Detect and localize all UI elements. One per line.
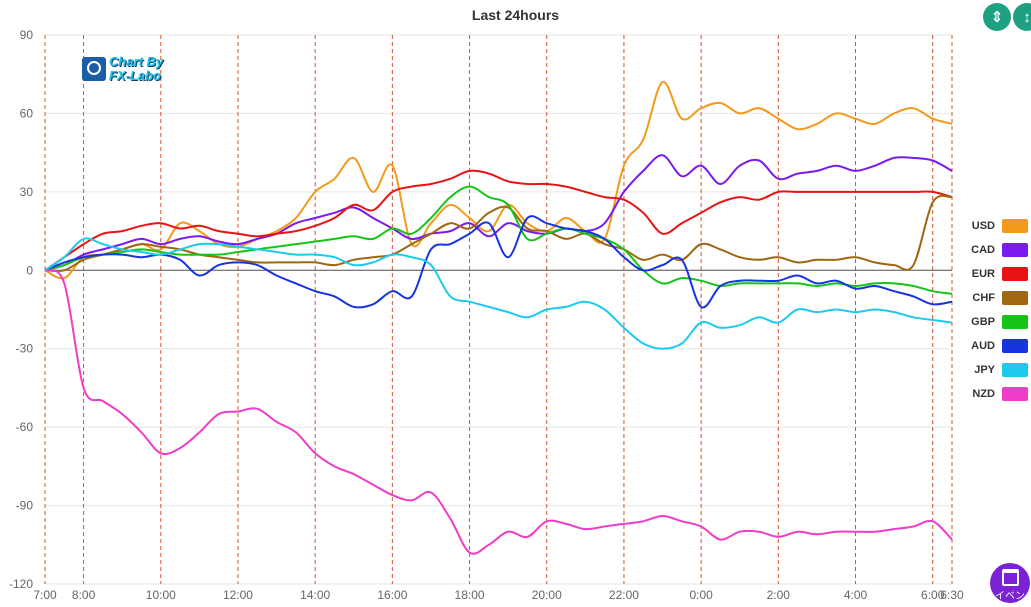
legend-label: USD	[971, 220, 995, 232]
legend-label: GBP	[971, 316, 995, 328]
chart-logo-icon	[82, 57, 106, 81]
legend-item-aud[interactable]: AUD	[962, 334, 1028, 358]
series-line-aud	[44, 215, 953, 309]
x-tick-label: 12:00	[223, 588, 253, 602]
chart-title: Last 24hours	[471, 7, 560, 23]
legend-swatch	[1002, 243, 1028, 257]
x-tick-label: 8:00	[72, 588, 96, 602]
logo-line-2: FX-Labo	[109, 68, 161, 83]
event-button[interactable]: イベン	[990, 563, 1030, 603]
x-tick-label: 20:00	[532, 588, 562, 602]
y-tick-label: -60	[16, 420, 34, 434]
y-tick-label: 60	[20, 106, 34, 120]
chart-legend: USD CAD EUR CHF GBP AUD JPY NZD	[962, 214, 1028, 406]
x-tick-label: 0:00	[689, 588, 713, 602]
expand-vertical-icon: ↕	[1023, 8, 1031, 26]
legend-label: CHF	[972, 292, 995, 304]
series-line-usd	[44, 81, 953, 280]
legend-swatch	[1002, 267, 1028, 281]
event-button-label: イベン	[995, 591, 1025, 602]
legend-item-jpy[interactable]: JPY	[962, 358, 1028, 382]
x-tick-label: 16:00	[377, 588, 407, 602]
x-tick-label: 22:00	[609, 588, 639, 602]
legend-swatch	[1002, 387, 1028, 401]
y-tick-label: 30	[20, 185, 34, 199]
series-line-eur	[44, 169, 953, 272]
legend-swatch	[1002, 219, 1028, 233]
legend-label: CAD	[971, 244, 995, 256]
collapse-button[interactable]: ⇕	[983, 3, 1011, 31]
legend-item-eur[interactable]: EUR	[962, 262, 1028, 286]
y-tick-label: -30	[16, 342, 34, 356]
legend-item-nzd[interactable]: NZD	[962, 382, 1028, 406]
x-tick-label: 14:00	[300, 588, 330, 602]
series-line-nzd	[44, 269, 953, 555]
x-tick-label: 6:30	[940, 588, 964, 602]
legend-label: EUR	[971, 268, 995, 280]
legend-item-chf[interactable]: CHF	[962, 286, 1028, 310]
x-tick-label: 6:00	[921, 588, 945, 602]
expand-button[interactable]: ↕	[1013, 3, 1031, 31]
series-line-gbp	[44, 185, 953, 295]
logo-line-1: Chart By	[109, 54, 164, 69]
y-tick-label: 0	[26, 263, 33, 277]
legend-swatch	[1002, 315, 1028, 329]
x-tick-label: 2:00	[767, 588, 791, 602]
series-line-jpy	[44, 237, 953, 350]
collapse-vertical-icon: ⇕	[990, 9, 1004, 26]
calendar-icon	[1001, 569, 1019, 586]
series-line-cad	[44, 154, 953, 272]
x-tick-label: 4:00	[844, 588, 868, 602]
legend-item-usd[interactable]: USD	[962, 214, 1028, 238]
y-tick-label: -90	[16, 499, 34, 513]
y-tick-label: 90	[20, 28, 34, 42]
legend-label: JPY	[974, 364, 995, 376]
legend-swatch	[1002, 291, 1028, 305]
legend-label: AUD	[971, 340, 995, 352]
x-tick-label: 10:00	[146, 588, 176, 602]
legend-item-gbp[interactable]: GBP	[962, 310, 1028, 334]
legend-swatch	[1002, 339, 1028, 353]
legend-label: NZD	[972, 388, 995, 400]
legend-swatch	[1002, 363, 1028, 377]
x-tick-label: 18:00	[455, 588, 485, 602]
y-tick-label: -120	[9, 577, 33, 591]
fx-labo-logo: Chart By FX-Labo	[82, 55, 163, 83]
legend-item-cad[interactable]: CAD	[962, 238, 1028, 262]
x-tick-label: 7:00	[33, 588, 57, 602]
